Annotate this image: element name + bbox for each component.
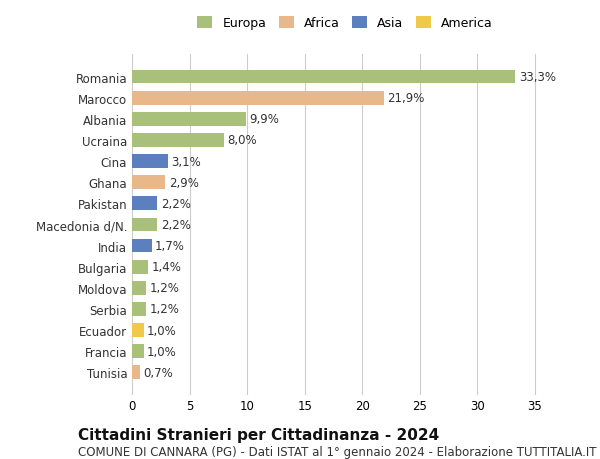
- Bar: [132, 281, 146, 295]
- Bar: [132, 302, 146, 316]
- Text: 33,3%: 33,3%: [519, 71, 556, 84]
- Text: 1,0%: 1,0%: [147, 345, 177, 358]
- Text: 2,2%: 2,2%: [161, 197, 191, 210]
- Text: 3,1%: 3,1%: [171, 155, 201, 168]
- Text: 1,2%: 1,2%: [149, 303, 179, 316]
- Legend: Europa, Africa, Asia, America: Europa, Africa, Asia, America: [197, 17, 493, 30]
- Text: 1,2%: 1,2%: [149, 282, 179, 295]
- Text: 1,0%: 1,0%: [147, 324, 177, 337]
- Bar: [132, 176, 166, 190]
- Text: 21,9%: 21,9%: [388, 92, 425, 105]
- Text: 2,2%: 2,2%: [161, 218, 191, 231]
- Bar: [132, 345, 143, 358]
- Text: 8,0%: 8,0%: [227, 134, 257, 147]
- Bar: [132, 155, 167, 168]
- Bar: [132, 324, 143, 337]
- Bar: [132, 92, 384, 105]
- Text: 9,9%: 9,9%: [250, 113, 280, 126]
- Text: 1,4%: 1,4%: [152, 261, 181, 274]
- Bar: [132, 218, 157, 232]
- Text: 1,7%: 1,7%: [155, 240, 185, 252]
- Bar: [132, 366, 140, 379]
- Text: 2,9%: 2,9%: [169, 176, 199, 189]
- Bar: [132, 239, 152, 253]
- Bar: [132, 71, 515, 84]
- Bar: [132, 197, 157, 211]
- Bar: [132, 112, 246, 126]
- Text: Cittadini Stranieri per Cittadinanza - 2024: Cittadini Stranieri per Cittadinanza - 2…: [78, 427, 439, 442]
- Bar: [132, 260, 148, 274]
- Text: 0,7%: 0,7%: [143, 366, 173, 379]
- Bar: [132, 134, 224, 147]
- Text: COMUNE DI CANNARA (PG) - Dati ISTAT al 1° gennaio 2024 - Elaborazione TUTTITALIA: COMUNE DI CANNARA (PG) - Dati ISTAT al 1…: [78, 445, 596, 458]
